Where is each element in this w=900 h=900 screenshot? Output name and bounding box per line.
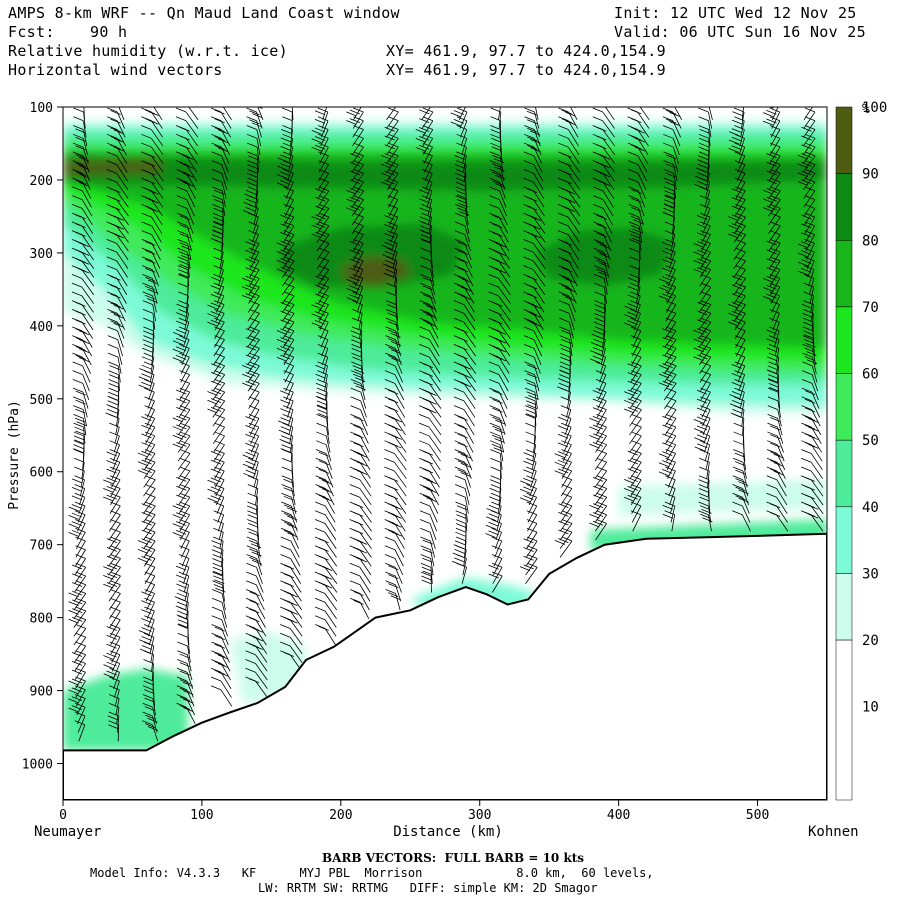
- plot-area: [62, 106, 828, 801]
- barb-column-13: [519, 107, 546, 584]
- chart-title: AMPS 8-km WRF -- Qn Maud Land Coast wind…: [8, 4, 400, 22]
- y-tick-label-200: 200: [30, 174, 53, 189]
- barb-column-2: [137, 107, 164, 742]
- colorbar-swatch-0: [835, 639, 853, 801]
- y-tick-label-400: 400: [30, 320, 53, 335]
- physics-info: LW: RRTM SW: RRTMG DIFF: simple KM: 2D S…: [258, 881, 598, 895]
- barb-column-8: [346, 107, 372, 619]
- colorbar-tick-10: 10: [862, 700, 879, 716]
- barb-note: BARB VECTORS: FULL BARB = 10 kts: [322, 851, 585, 865]
- barb-column-10: [415, 107, 442, 593]
- x-tick-label-0: 0: [59, 808, 67, 823]
- barb-column-11: [450, 107, 477, 584]
- barb-column-20: [762, 107, 789, 532]
- y-tick-label-300: 300: [30, 247, 53, 262]
- barb-column-5: [241, 107, 268, 698]
- barb-column-16: [623, 107, 650, 532]
- barb-column-6: [276, 107, 303, 672]
- barb-column-0: [68, 107, 95, 742]
- colorbar-tick-70: 70: [862, 300, 879, 316]
- colorbar-tick-30: 30: [862, 566, 879, 582]
- barb-column-3: [172, 107, 199, 724]
- barb-column-15: [589, 107, 616, 541]
- colorbar-swatch-40: [835, 506, 853, 574]
- colorbar-tick-50: 50: [862, 433, 879, 449]
- y-axis-label: Pressure (hPa): [7, 400, 22, 510]
- barb-column-14: [554, 107, 581, 558]
- y-axis: 100 200 300 400 500 600 700 800 900 1000: [22, 101, 63, 773]
- y-tick-label-900: 900: [30, 685, 53, 700]
- colorbar-swatch-60: [835, 373, 853, 441]
- barb-column-9: [380, 107, 407, 611]
- colorbar-swatch-80: [835, 240, 853, 308]
- colorbar: 10 20 30 40 50 60 70 80 90 100: [835, 100, 887, 801]
- x-tick-label-200: 200: [329, 808, 352, 823]
- x-tick-label-300: 300: [468, 808, 491, 823]
- left-endpoint-label: Neumayer: [34, 824, 101, 840]
- init-time: Init: 12 UTC Wed 12 Nov 25: [614, 4, 857, 22]
- x-tick-label-400: 400: [607, 808, 630, 823]
- field-rh-label: Relative humidity (w.r.t. ice): [8, 42, 288, 60]
- x-tick-label-100: 100: [190, 808, 213, 823]
- model-info: Model Info: V4.3.3 KF MYJ PBL Morrison 8…: [90, 866, 654, 880]
- valid-time: Valid: 06 UTC Sun 16 Nov 25: [614, 23, 866, 41]
- y-tick-label-100: 100: [30, 101, 53, 116]
- barb-column-19: [728, 107, 751, 532]
- colorbar-tick-60: 60: [862, 367, 879, 383]
- colorbar-tick-20: 20: [862, 633, 879, 649]
- field-rh-xy: XY= 461.9, 97.7 to 424.0,154.9: [386, 42, 666, 60]
- field-wind-xy: XY= 461.9, 97.7 to 424.0,154.9: [386, 61, 666, 79]
- wind-barbs: [68, 107, 824, 742]
- plot-frame: [62, 106, 828, 801]
- x-axis: 0 100 200 300 400 500: [59, 800, 769, 823]
- rh-band-100-left: [63, 159, 161, 175]
- y-tick-label-700: 700: [30, 539, 53, 554]
- terrain-surface: [63, 532, 827, 800]
- colorbar-swatch-50: [835, 439, 853, 508]
- colorbar-swatch-90: [835, 173, 853, 241]
- colorbar-unit: %: [862, 102, 870, 117]
- forecast-label: Fcst:: [8, 23, 55, 41]
- barb-column-4: [207, 107, 233, 707]
- x-axis-label: Distance (km): [393, 824, 503, 840]
- x-tick-label-500: 500: [746, 808, 769, 823]
- y-tick-label-1000: 1000: [22, 758, 53, 773]
- colorbar-swatch-100: [835, 106, 853, 174]
- field-wind-label: Horizontal wind vectors: [8, 61, 223, 79]
- y-tick-label-800: 800: [30, 612, 53, 627]
- y-tick-label-600: 600: [30, 466, 53, 481]
- colorbar-tick-40: 40: [862, 500, 879, 516]
- colorbar-swatch-70: [835, 306, 853, 374]
- forecast-hour: 90 h: [90, 23, 128, 41]
- colorbar-tick-90: 90: [862, 167, 879, 183]
- colorbar-swatch-30: [835, 573, 853, 641]
- barb-column-7: [311, 107, 338, 646]
- barb-column-21: [797, 107, 824, 532]
- colorbar-tick-80: 80: [862, 233, 879, 249]
- barb-column-17: [658, 107, 683, 532]
- colorbar-tick-100: 100: [862, 100, 887, 116]
- barb-column-1: [103, 107, 129, 742]
- right-endpoint-label: Kohnen: [808, 824, 859, 840]
- cross-section-chart: 100 200 300 400 500 600 700 800 900 1000 0 100 200 3…: [7, 100, 887, 840]
- barb-column-18: [693, 107, 713, 532]
- y-tick-label-500: 500: [30, 393, 53, 408]
- barb-column-12: [485, 107, 511, 593]
